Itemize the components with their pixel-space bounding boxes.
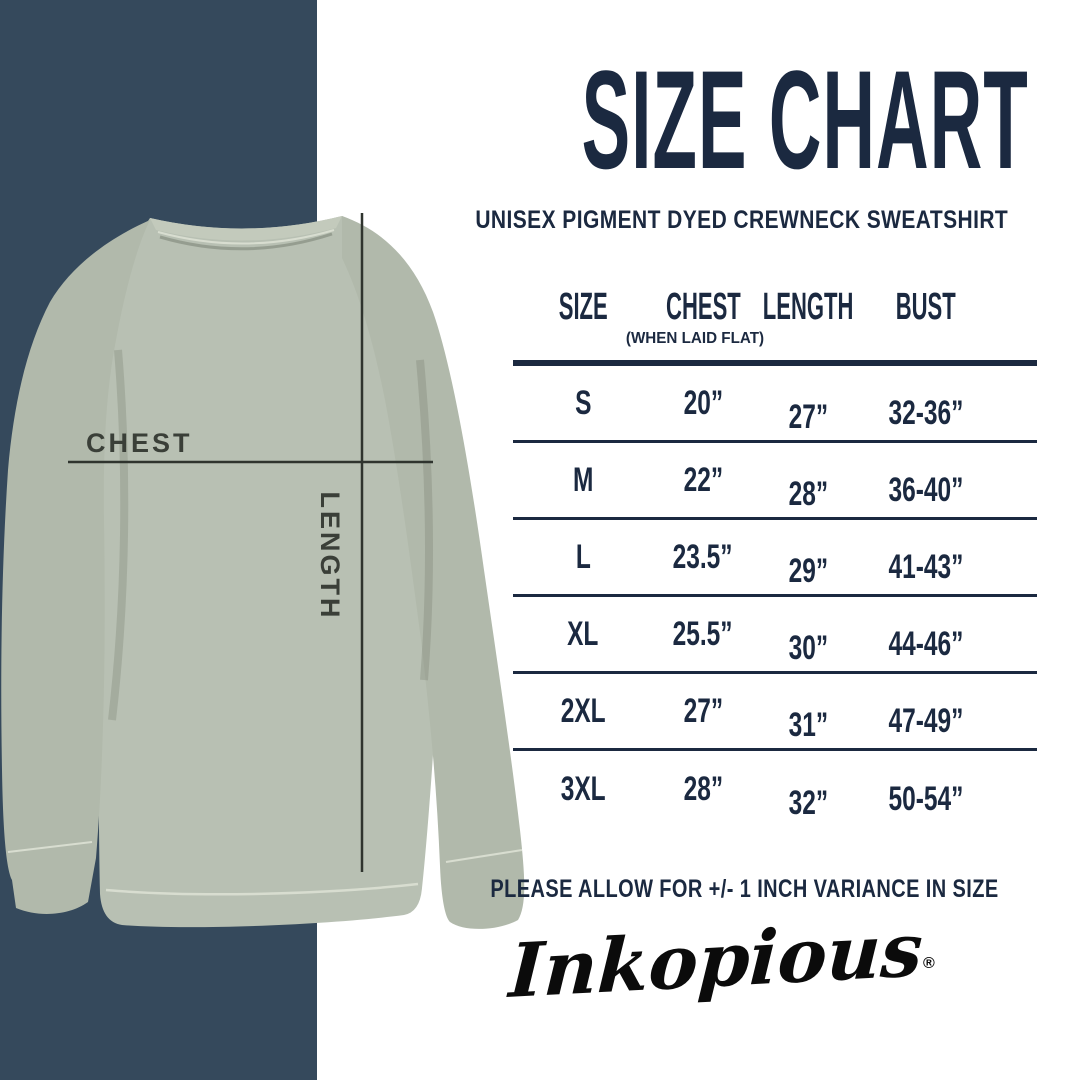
column-header-bust: BUST	[895, 286, 956, 328]
bust-value: 36-40”	[888, 470, 964, 509]
bust-value: 47-49”	[888, 701, 964, 740]
registered-trademark-symbol: ®	[922, 955, 935, 972]
length-value: 29”	[788, 551, 828, 590]
size-table: SIZE CHEST LENGTH BUST (WHEN LAID FLAT) …	[513, 280, 1037, 840]
size-value: L	[575, 537, 591, 576]
table-row: L 23.5” 29” 41-43”	[513, 520, 1037, 597]
length-value: 28”	[788, 474, 828, 513]
variance-note: PLEASE ALLOW FOR +/- 1 INCH VARIANCE IN …	[490, 875, 999, 903]
right-cuff-seam	[445, 849, 523, 863]
table-row: 3XL 28” 32” 50-54”	[513, 751, 1037, 828]
column-header-length: LENGTH	[762, 286, 854, 328]
chest-measure-label: CHEST	[86, 428, 193, 458]
sweatshirt-right-sleeve	[342, 216, 525, 929]
page-title: SIZE CHART	[581, 41, 1029, 198]
column-header-chest: CHEST	[665, 286, 741, 328]
size-table-rows: S 20” 27” 32-36” M 22” 28” 36-40” L 23.5…	[513, 360, 1037, 828]
chest-subnote: (WHEN LAID FLAT)	[625, 330, 765, 347]
size-value: XL	[567, 614, 599, 653]
bust-value: 32-36”	[888, 393, 964, 432]
fold-shading-right	[416, 359, 433, 681]
length-measure-label: LENGTH	[315, 491, 345, 621]
length-value: 27”	[788, 397, 828, 436]
table-row: XL 25.5” 30” 44-46”	[513, 597, 1037, 674]
size-value: 2XL	[560, 691, 606, 730]
size-table-header: SIZE CHEST LENGTH BUST	[513, 280, 1037, 360]
page-subtitle: UNISEX PIGMENT DYED CREWNECK SWEATSHIRT	[475, 206, 1009, 234]
brand-logo: Inkopious®	[420, 907, 1024, 1015]
chest-value: 22”	[683, 460, 723, 499]
chest-value: 28”	[683, 770, 723, 808]
length-value: 32”	[788, 784, 828, 822]
size-value: M	[572, 460, 594, 499]
bust-value: 44-46”	[888, 624, 964, 663]
chest-value: 27”	[683, 691, 723, 730]
table-row: 2XL 27” 31” 47-49”	[513, 674, 1037, 751]
bust-value: 50-54”	[888, 780, 964, 818]
chest-value: 25.5”	[673, 614, 733, 653]
length-value: 31”	[788, 705, 828, 744]
accent-band	[0, 0, 317, 1080]
table-row: M 22” 28” 36-40”	[513, 443, 1037, 520]
size-value: S	[574, 383, 592, 422]
size-value: 3XL	[560, 770, 606, 808]
chest-value: 20”	[683, 383, 723, 422]
bust-value: 41-43”	[888, 547, 964, 586]
length-value: 30”	[788, 628, 828, 667]
chest-value: 23.5”	[673, 537, 733, 576]
table-row: S 20” 27” 32-36”	[513, 366, 1037, 443]
brand-logo-text: Inkopious	[507, 906, 925, 1016]
column-header-size: SIZE	[558, 286, 608, 328]
